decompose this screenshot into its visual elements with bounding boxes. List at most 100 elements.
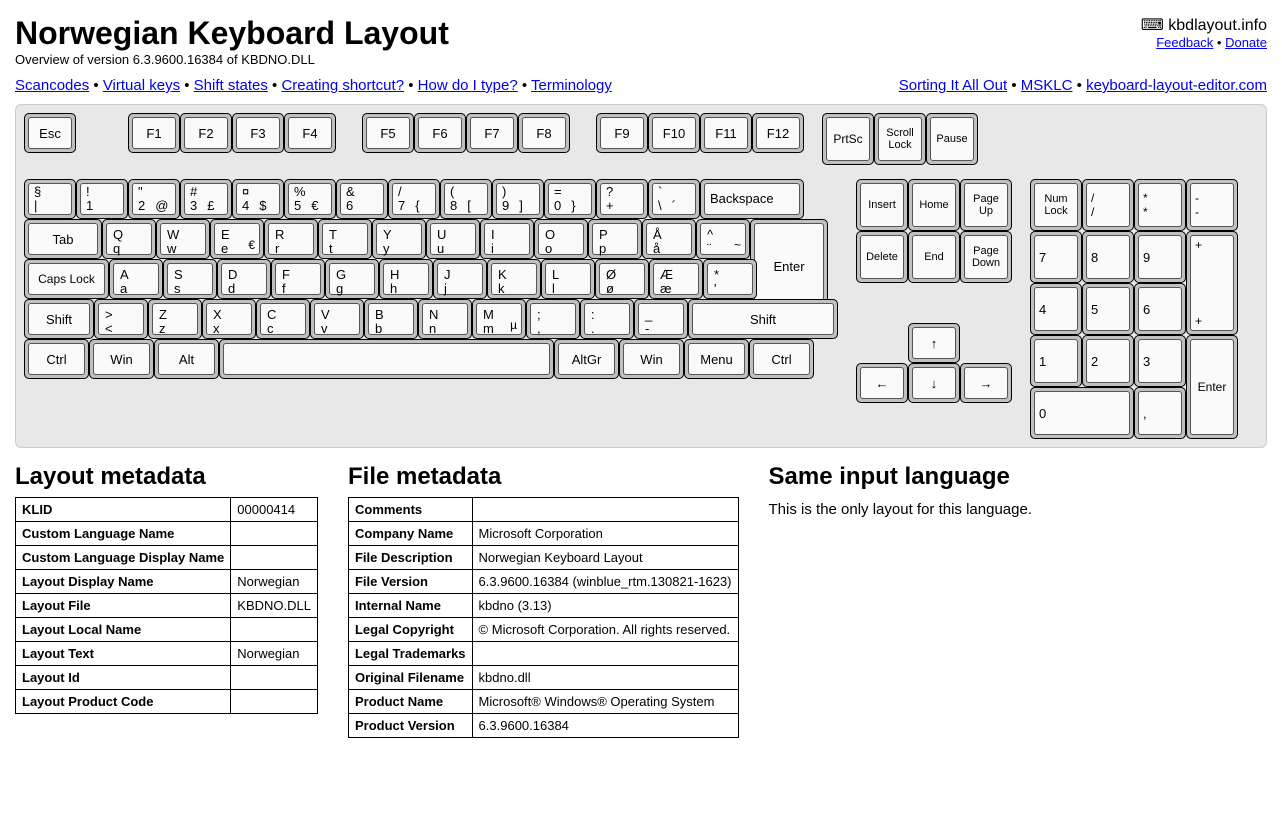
key-num8[interactable]: 8 [1082, 231, 1134, 283]
key-f10[interactable]: F10 [648, 113, 700, 153]
key[interactable]: Mmµ [472, 299, 526, 339]
key[interactable]: ;, [526, 299, 580, 339]
key-space[interactable] [219, 339, 554, 379]
key[interactable]: Ii [480, 219, 534, 259]
key[interactable]: %5€ [284, 179, 336, 219]
key[interactable]: Ss [163, 259, 217, 299]
key-f5[interactable]: F5 [362, 113, 414, 153]
key[interactable]: Ll [541, 259, 595, 299]
key-menu[interactable]: Menu [684, 339, 749, 379]
key-win-l[interactable]: Win [89, 339, 154, 379]
key[interactable]: ?+ [596, 179, 648, 219]
key-home[interactable]: Home [908, 179, 960, 231]
key[interactable]: >< [94, 299, 148, 339]
key-delete[interactable]: Delete [856, 231, 908, 283]
nav-link[interactable]: Terminology [531, 77, 612, 94]
key[interactable]: (8[ [440, 179, 492, 219]
key-num6[interactable]: 6 [1134, 283, 1186, 335]
key[interactable]: Xx [202, 299, 256, 339]
key[interactable]: Oo [534, 219, 588, 259]
key[interactable]: §| [24, 179, 76, 219]
feedback-link[interactable]: Feedback [1156, 35, 1213, 50]
key[interactable]: #3£ [180, 179, 232, 219]
key-down[interactable]: ↓ [908, 363, 960, 403]
key[interactable]: Gg [325, 259, 379, 299]
key-up[interactable]: ↑ [908, 323, 960, 363]
key-num2[interactable]: 2 [1082, 335, 1134, 387]
key-divide[interactable]: // [1082, 179, 1134, 231]
donate-link[interactable]: Donate [1225, 35, 1267, 50]
key-f12[interactable]: F12 [752, 113, 804, 153]
key-backspace[interactable]: Backspace [700, 179, 804, 219]
key-f1[interactable]: F1 [128, 113, 180, 153]
key-win-r[interactable]: Win [619, 339, 684, 379]
key[interactable]: Zz [148, 299, 202, 339]
key-num3[interactable]: 3 [1134, 335, 1186, 387]
key[interactable]: ¤4$ [232, 179, 284, 219]
key[interactable]: `\´ [648, 179, 700, 219]
key-multiply[interactable]: ** [1134, 179, 1186, 231]
layout-file-link[interactable]: KBDNO.DLL [237, 598, 311, 613]
key-f8[interactable]: F8 [518, 113, 570, 153]
key-ctrl-l[interactable]: Ctrl [24, 339, 89, 379]
key[interactable]: Ææ [649, 259, 703, 299]
site-name[interactable]: kbdlayout.info [1168, 17, 1267, 34]
key-pgup[interactable]: Page Up [960, 179, 1012, 231]
nav-link[interactable]: Scancodes [15, 77, 89, 94]
key-f7[interactable]: F7 [466, 113, 518, 153]
key-shift-r[interactable]: Shift [688, 299, 838, 339]
key[interactable]: Dd [217, 259, 271, 299]
nav-link[interactable]: Shift states [194, 77, 268, 94]
key[interactable]: Ee€ [210, 219, 264, 259]
key[interactable]: Rr [264, 219, 318, 259]
key-right[interactable]: → [960, 363, 1012, 403]
key-shift-l[interactable]: Shift [24, 299, 94, 339]
key-f9[interactable]: F9 [596, 113, 648, 153]
key-numenter[interactable]: Enter [1186, 335, 1238, 439]
key[interactable]: _- [634, 299, 688, 339]
key[interactable]: Uu [426, 219, 480, 259]
key-num5[interactable]: 5 [1082, 283, 1134, 335]
key[interactable]: Øø [595, 259, 649, 299]
key[interactable]: Pp [588, 219, 642, 259]
key[interactable]: Åå [642, 219, 696, 259]
key-f6[interactable]: F6 [414, 113, 466, 153]
key[interactable]: /7{ [388, 179, 440, 219]
key-f3[interactable]: F3 [232, 113, 284, 153]
nav-link[interactable]: Creating shortcut? [281, 77, 404, 94]
key[interactable]: &6 [336, 179, 388, 219]
nav-link[interactable]: How do I type? [418, 77, 518, 94]
key[interactable]: "2@ [128, 179, 180, 219]
key[interactable]: Aa [109, 259, 163, 299]
key[interactable]: Kk [487, 259, 541, 299]
key-add[interactable]: ++ [1186, 231, 1238, 335]
key-tab[interactable]: Tab [24, 219, 102, 259]
key-f4[interactable]: F4 [284, 113, 336, 153]
nav-link[interactable]: Virtual keys [103, 77, 180, 94]
key-alt[interactable]: Alt [154, 339, 219, 379]
key-insert[interactable]: Insert [856, 179, 908, 231]
key[interactable]: Jj [433, 259, 487, 299]
key[interactable]: Hh [379, 259, 433, 299]
key-pgdn[interactable]: Page Down [960, 231, 1012, 283]
key-f2[interactable]: F2 [180, 113, 232, 153]
key-ctrl-r[interactable]: Ctrl [749, 339, 814, 379]
key-pause[interactable]: Pause [926, 113, 978, 165]
key[interactable]: )9] [492, 179, 544, 219]
key[interactable]: Yy [372, 219, 426, 259]
key-subtract[interactable]: -- [1186, 179, 1238, 231]
key[interactable]: Bb [364, 299, 418, 339]
key-numlock[interactable]: Num Lock [1030, 179, 1082, 231]
key[interactable]: ^¨~ [696, 219, 750, 259]
nav-link[interactable]: keyboard-layout-editor.com [1086, 77, 1267, 94]
nav-link[interactable]: MSKLC [1021, 77, 1073, 94]
key-end[interactable]: End [908, 231, 960, 283]
key-capslock[interactable]: Caps Lock [24, 259, 109, 299]
key[interactable]: Ff [271, 259, 325, 299]
key-prtsc[interactable]: PrtSc [822, 113, 874, 165]
key[interactable]: =0} [544, 179, 596, 219]
nav-link[interactable]: Sorting It All Out [899, 77, 1007, 94]
key-scroll[interactable]: Scroll Lock [874, 113, 926, 165]
key-num1[interactable]: 1 [1030, 335, 1082, 387]
key-esc[interactable]: Esc [24, 113, 76, 153]
